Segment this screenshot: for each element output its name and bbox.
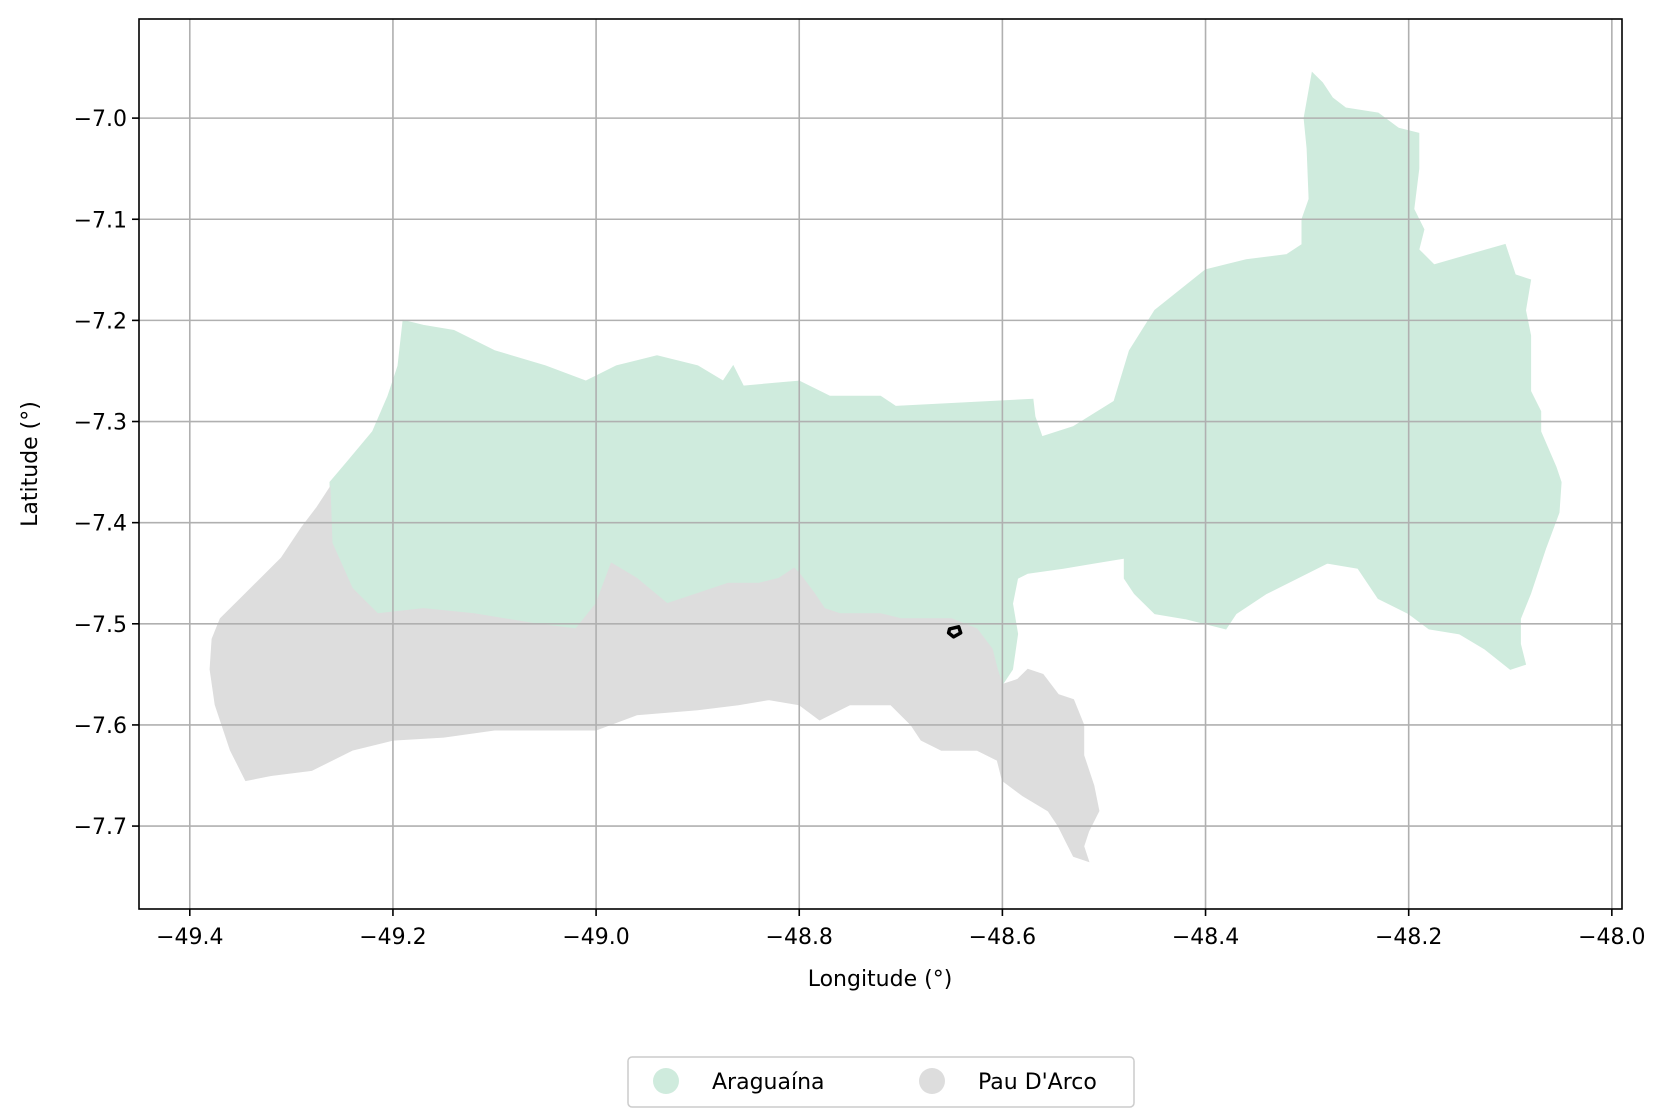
point-marker: [946, 625, 963, 639]
x-axis-label: Longitude (°): [808, 967, 953, 992]
x-tick-label-3: −48.8: [766, 925, 833, 950]
y-tick-label-2: −7.2: [74, 309, 127, 334]
legend-swatch-araguaina: [653, 1068, 679, 1094]
legend-label-araguaina: Araguaína: [712, 1070, 825, 1095]
x-tick-label-4: −48.6: [969, 925, 1036, 950]
x-tick-label-5: −48.4: [1172, 925, 1239, 950]
marker-polygon: [946, 625, 963, 639]
x-axis-ticks: −49.4 −49.2 −49.0 −48.8 −48.6 −48.4 −48.2 −48.0: [156, 909, 1646, 950]
x-tick-label-7: −48.0: [1578, 925, 1645, 950]
y-tick-label-1: −7.1: [74, 208, 127, 233]
x-tick-label-0: −49.4: [156, 925, 223, 950]
x-tick-label-6: −48.2: [1375, 925, 1442, 950]
x-tick-label-2: −49.0: [562, 925, 629, 950]
grid-lines: [139, 19, 1622, 909]
map-regions: [209, 71, 1562, 863]
region-pau-darco: [209, 485, 1100, 863]
y-tick-label-0: −7.0: [74, 107, 127, 132]
y-axis-ticks: −7.0 −7.1 −7.2 −7.3 −7.4 −7.5 −7.6 −7.7: [74, 107, 139, 840]
legend: Araguaína Pau D'Arco: [627, 1056, 1135, 1108]
plot-frame: [138, 18, 1623, 910]
y-axis-label: Latitude (°): [18, 401, 43, 527]
legend-box: [627, 1056, 1135, 1108]
legend-label-pau-darco: Pau D'Arco: [978, 1070, 1097, 1095]
y-tick-label-4: −7.4: [74, 512, 127, 537]
x-tick-label-1: −49.2: [359, 925, 426, 950]
y-tick-label-3: −7.3: [74, 411, 127, 436]
legend-swatch-pau-darco: [919, 1068, 945, 1094]
y-tick-label-6: −7.6: [74, 714, 127, 739]
y-tick-label-7: −7.7: [74, 815, 127, 840]
y-tick-label-5: −7.5: [74, 613, 127, 638]
